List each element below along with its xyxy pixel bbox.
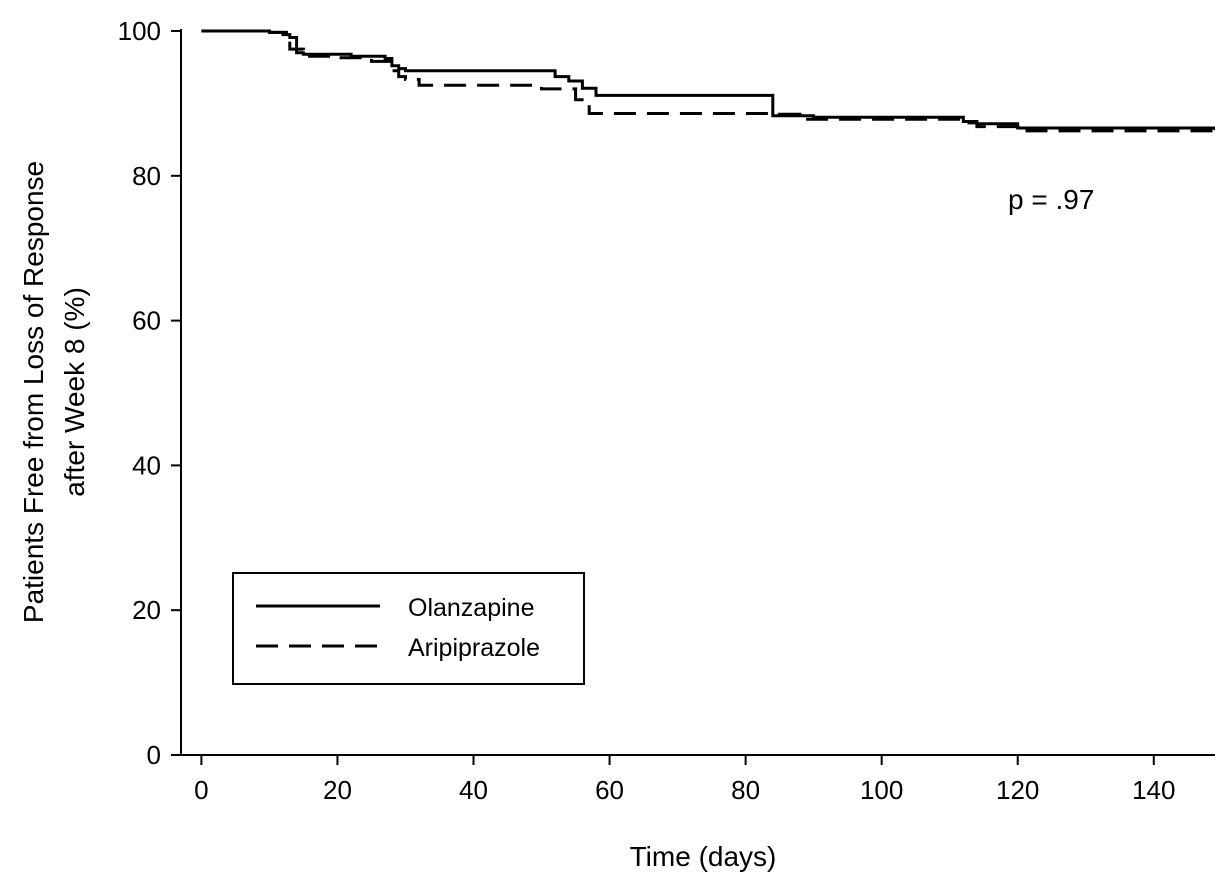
x-axis-title: Time (days) bbox=[630, 841, 777, 872]
y-tick-label: 20 bbox=[132, 595, 161, 625]
x-tick-label: 0 bbox=[194, 775, 208, 805]
x-tick-label: 100 bbox=[860, 775, 903, 805]
legend-label-olanzapine: Olanzapine bbox=[408, 594, 534, 622]
legend-label-aripiprazole: Aripiprazole bbox=[408, 634, 540, 662]
series-line-aripiprazole bbox=[201, 29, 1215, 133]
x-tick-label: 20 bbox=[323, 775, 352, 805]
y-tick-label: 60 bbox=[132, 306, 161, 336]
x-tick-label: 40 bbox=[459, 775, 488, 805]
y-axis-title-line-2: after Week 8 (%) bbox=[59, 287, 90, 497]
x-tick-label: 60 bbox=[595, 775, 624, 805]
x-tick-label: 140 bbox=[1132, 775, 1175, 805]
axes: 0 20 40 60 80 100 0 20 40 60 80 100 120 140 bbox=[118, 16, 1215, 805]
legend-box bbox=[232, 572, 585, 685]
y-tick-label: 40 bbox=[132, 450, 161, 480]
y-axis-title-line-1: Patients Free from Loss of Response bbox=[18, 161, 49, 623]
series-line-olanzapine bbox=[201, 29, 1215, 131]
p-value-annotation: p = .97 bbox=[1008, 184, 1094, 215]
legend: Olanzapine Aripiprazole bbox=[232, 572, 585, 685]
x-tick-label: 120 bbox=[996, 775, 1039, 805]
y-tick-label: 100 bbox=[118, 16, 161, 46]
series-layer bbox=[201, 29, 1215, 133]
y-tick-label: 80 bbox=[132, 161, 161, 191]
y-tick-label: 0 bbox=[147, 740, 161, 770]
x-tick-label: 80 bbox=[731, 775, 760, 805]
